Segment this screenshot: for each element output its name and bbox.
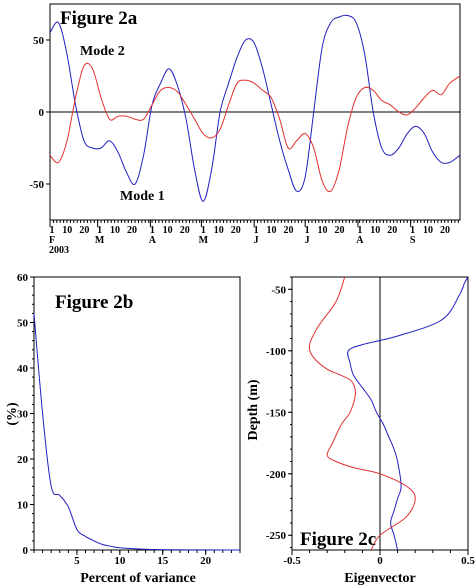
panel-a-day-label: 1 xyxy=(357,225,362,236)
panel-c-y-tick-label: -250 xyxy=(266,530,287,542)
panel-b-frame xyxy=(33,276,241,551)
panel-a-title: Figure 2a xyxy=(60,8,138,29)
series-line-eigenvector-blue xyxy=(347,276,469,551)
series-line-mode-1 xyxy=(49,14,461,202)
panel-b-x-tick-label: 15 xyxy=(157,555,169,567)
panel-a-day-label: 20 xyxy=(231,225,241,236)
panel-c-y-tick-label: -150 xyxy=(266,407,287,419)
panel-a-day-label: 20 xyxy=(335,225,345,236)
panel-a-month-label: A xyxy=(356,235,364,246)
panel-a-day-label: 10 xyxy=(163,225,173,236)
panel-c: -50 -100 -150 -200 -250 -0.5 0 0.5 Figure 2c E… xyxy=(246,276,475,586)
panel-b-x-tick-label: 10 xyxy=(114,555,126,567)
panel-a-day-label: 10 xyxy=(214,225,224,236)
series-line-eigenvector-red xyxy=(308,276,416,551)
panel-a-day-label: 10 xyxy=(423,225,433,236)
panel-a-day-label: 1 xyxy=(305,225,310,236)
panel-a-series xyxy=(49,14,461,202)
panel-a-y-tick-label: 50 xyxy=(33,35,45,47)
panel-b-y-tick-label: 20 xyxy=(17,454,29,466)
panel-a-day-label: 10 xyxy=(317,225,327,236)
panel-b-x-ticks: 5 10 15 20 xyxy=(33,550,241,567)
panel-a-day-label: 20 xyxy=(387,225,397,236)
panel-c-x-tick-label: 0.5 xyxy=(461,555,475,567)
panel-a-y-tick-label: 0 xyxy=(39,107,45,119)
panel-b-y-tick-label: 60 xyxy=(17,272,29,284)
panel-b-x-tick-label: 5 xyxy=(74,555,80,567)
panel-b-series xyxy=(33,313,240,551)
panel-a-day-label: 10 xyxy=(62,225,72,236)
panel-c-y-tick-label: -50 xyxy=(271,284,286,296)
panel-a-day-label: 20 xyxy=(440,225,450,236)
panel-c-x-tick-label: -0.5 xyxy=(283,555,301,567)
panel-b-x-label: Percent of variance xyxy=(80,571,196,586)
panel-b: 0 10 20 30 40 50 60 5 10 15 20 Figure 2b Percent … xyxy=(5,272,241,586)
annotation-mode-2: Mode 2 xyxy=(80,44,125,59)
panel-b-title: Figure 2b xyxy=(55,292,133,313)
panel-a-year-label: 2003 xyxy=(49,245,69,256)
panel-a-day-label: 10 xyxy=(110,225,120,236)
panel-c-y-tick-label: -100 xyxy=(266,346,287,358)
panel-b-y-tick-label: 40 xyxy=(17,363,29,375)
panel-a-month-label: F xyxy=(49,235,55,246)
panel-b-y-tick-label: 30 xyxy=(17,409,29,421)
panel-b-x-tick-label: 20 xyxy=(200,555,212,567)
panel-a-day-label: 20 xyxy=(79,225,89,236)
panel-b-y-label: (%) xyxy=(5,402,20,426)
panel-c-x-ticks: -0.5 0 0.5 xyxy=(283,550,475,567)
panel-c-x-label: Eigenvector xyxy=(344,571,416,586)
panel-a-day-label: 20 xyxy=(180,225,190,236)
panel-b-y-tick-label: 0 xyxy=(23,545,29,557)
panel-c-title: Figure 2c xyxy=(300,529,376,550)
series-line-mode-2 xyxy=(49,62,461,193)
panel-a-day-label: 20 xyxy=(127,225,137,236)
panel-a-day-label: 10 xyxy=(266,225,276,236)
panel-a-month-label: M xyxy=(199,235,209,246)
panel-a-y-tick-label: -50 xyxy=(29,179,44,191)
panel-a-day-label: 1 xyxy=(410,225,415,236)
panel-a-y-ticks: -50 0 50 xyxy=(29,35,50,191)
panel-b-y-tick-label: 50 xyxy=(17,318,29,330)
panel-a-day-label: 1 xyxy=(97,225,102,236)
panel-c-y-ticks: -50 -100 -150 -200 -250 xyxy=(266,276,292,549)
panel-c-x-tick-label: 0 xyxy=(377,555,383,567)
series-line-variance xyxy=(33,313,240,551)
panel-b-y-tick-label: 10 xyxy=(17,500,29,512)
panel-a-day-label: 1 xyxy=(254,225,259,236)
panel-a-day-label: 20 xyxy=(283,225,293,236)
panel-a-month-label: A xyxy=(149,235,157,246)
panel-a-day-label: 1 xyxy=(150,225,155,236)
panel-a-day-label: 10 xyxy=(370,225,380,236)
panel-a-month-label: M xyxy=(95,235,105,246)
panel-a-month-label: J xyxy=(254,235,259,246)
panel-a-day-label: 1 xyxy=(50,225,55,236)
panel-c-series xyxy=(308,276,469,551)
panel-c-y-tick-label: -200 xyxy=(266,469,287,481)
panel-c-y-label: Depth (m) xyxy=(246,379,261,440)
panel-a-day-label: 1 xyxy=(201,225,206,236)
panel-b-y-ticks: 0 10 20 30 40 50 60 xyxy=(17,272,34,557)
panel-a-month-label: J xyxy=(305,235,310,246)
annotation-mode-1: Mode 1 xyxy=(120,189,165,204)
panel-a-month-label: S xyxy=(410,235,416,246)
